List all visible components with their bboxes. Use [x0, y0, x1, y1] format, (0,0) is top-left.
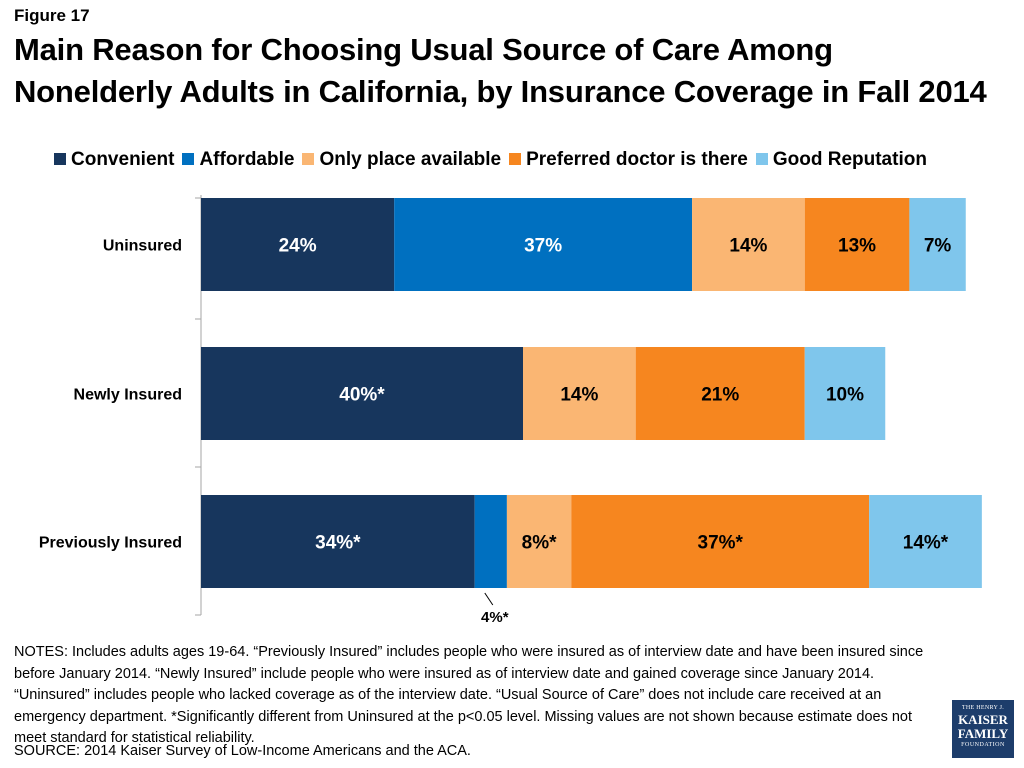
- logo-line-4: FOUNDATION: [961, 742, 1005, 748]
- logo-line-1: THE HENRY J.: [961, 705, 1005, 711]
- legend-item-only-place-available: Only place available: [302, 149, 501, 171]
- data-label: 10%: [826, 385, 864, 406]
- bar-segment: [201, 347, 523, 440]
- title-line-1: Main Reason for Choosing Usual Source of…: [14, 32, 833, 67]
- data-label: 34%*: [315, 533, 361, 554]
- data-label: 21%: [701, 385, 739, 406]
- legend-item-good-reputation: Good Reputation: [755, 149, 927, 171]
- legend-label: Good Reputation: [772, 149, 927, 170]
- category-label: Newly Insured: [74, 387, 182, 404]
- legend: Convenient Affordable Only place available…: [54, 149, 994, 173]
- legend-swatch: [755, 153, 768, 165]
- data-label: 24%: [279, 236, 317, 257]
- category-label: Uninsured: [103, 238, 182, 255]
- bar-segment: [635, 347, 805, 440]
- legend-label: Only place available: [319, 149, 502, 170]
- bar-segment: [804, 347, 886, 440]
- stacked-bar-chart: Uninsured 24% 37% 14% 13% 7% Newly Insured 40%*…: [39, 195, 982, 626]
- legend-swatch: [509, 153, 522, 165]
- data-label: 14%: [729, 236, 767, 257]
- bar-segment: [523, 347, 636, 440]
- data-label: 40%*: [339, 385, 385, 406]
- logo-line-2: KAISER: [958, 712, 1008, 727]
- data-label: 13%: [838, 236, 876, 257]
- legend-swatch: [54, 153, 66, 165]
- bar-segment: [804, 198, 910, 291]
- data-label: 4%*: [481, 609, 509, 626]
- bar-segment: [506, 495, 572, 588]
- chart-title: Main Reason for Choosing Usual Source of…: [14, 29, 1014, 113]
- legend-swatch: [302, 153, 315, 165]
- legend-item-affordable: Affordable: [182, 149, 294, 171]
- legend-item-convenient: Convenient: [54, 149, 174, 171]
- bar-segment: [474, 495, 507, 588]
- bar-segment: [201, 495, 475, 588]
- source-note: SOURCE: 2014 Kaiser Survey of Low-Income…: [14, 743, 471, 759]
- data-label: 37%: [524, 236, 562, 257]
- kaiser-family-foundation-logo: THE HENRY J. KAISER FAMILY FOUNDATION: [952, 700, 1014, 758]
- logo-line-3: FAMILY: [957, 726, 1009, 741]
- bar-segment: [201, 198, 395, 291]
- legend-label: Affordable: [199, 149, 295, 170]
- bar-segment: [571, 495, 870, 588]
- legend-item-preferred-doctor-is-there: Preferred doctor is there: [509, 149, 748, 171]
- category-label: Previously Insured: [39, 535, 182, 552]
- legend-label: Preferred doctor is there: [526, 149, 748, 170]
- figure-label: Figure 17: [14, 6, 90, 25]
- bar-segment: [909, 198, 966, 291]
- data-label: 37%*: [698, 533, 744, 554]
- notes: NOTES: Includes adults ages 19-64. “Prev…: [14, 644, 924, 746]
- data-label: 7%: [924, 236, 952, 257]
- bar-segment: [394, 198, 693, 291]
- legend-swatch: [182, 153, 195, 165]
- bar-segment: [692, 198, 805, 291]
- data-label: 8%*: [522, 533, 557, 554]
- legend-label: Convenient: [71, 149, 175, 170]
- data-label: 14%*: [903, 533, 949, 554]
- data-label-leader: [484, 592, 494, 606]
- data-label: 14%: [560, 385, 598, 406]
- title-line-2: Nonelderly Adults in California, by Insu…: [14, 74, 987, 109]
- bar-segment: [869, 495, 982, 588]
